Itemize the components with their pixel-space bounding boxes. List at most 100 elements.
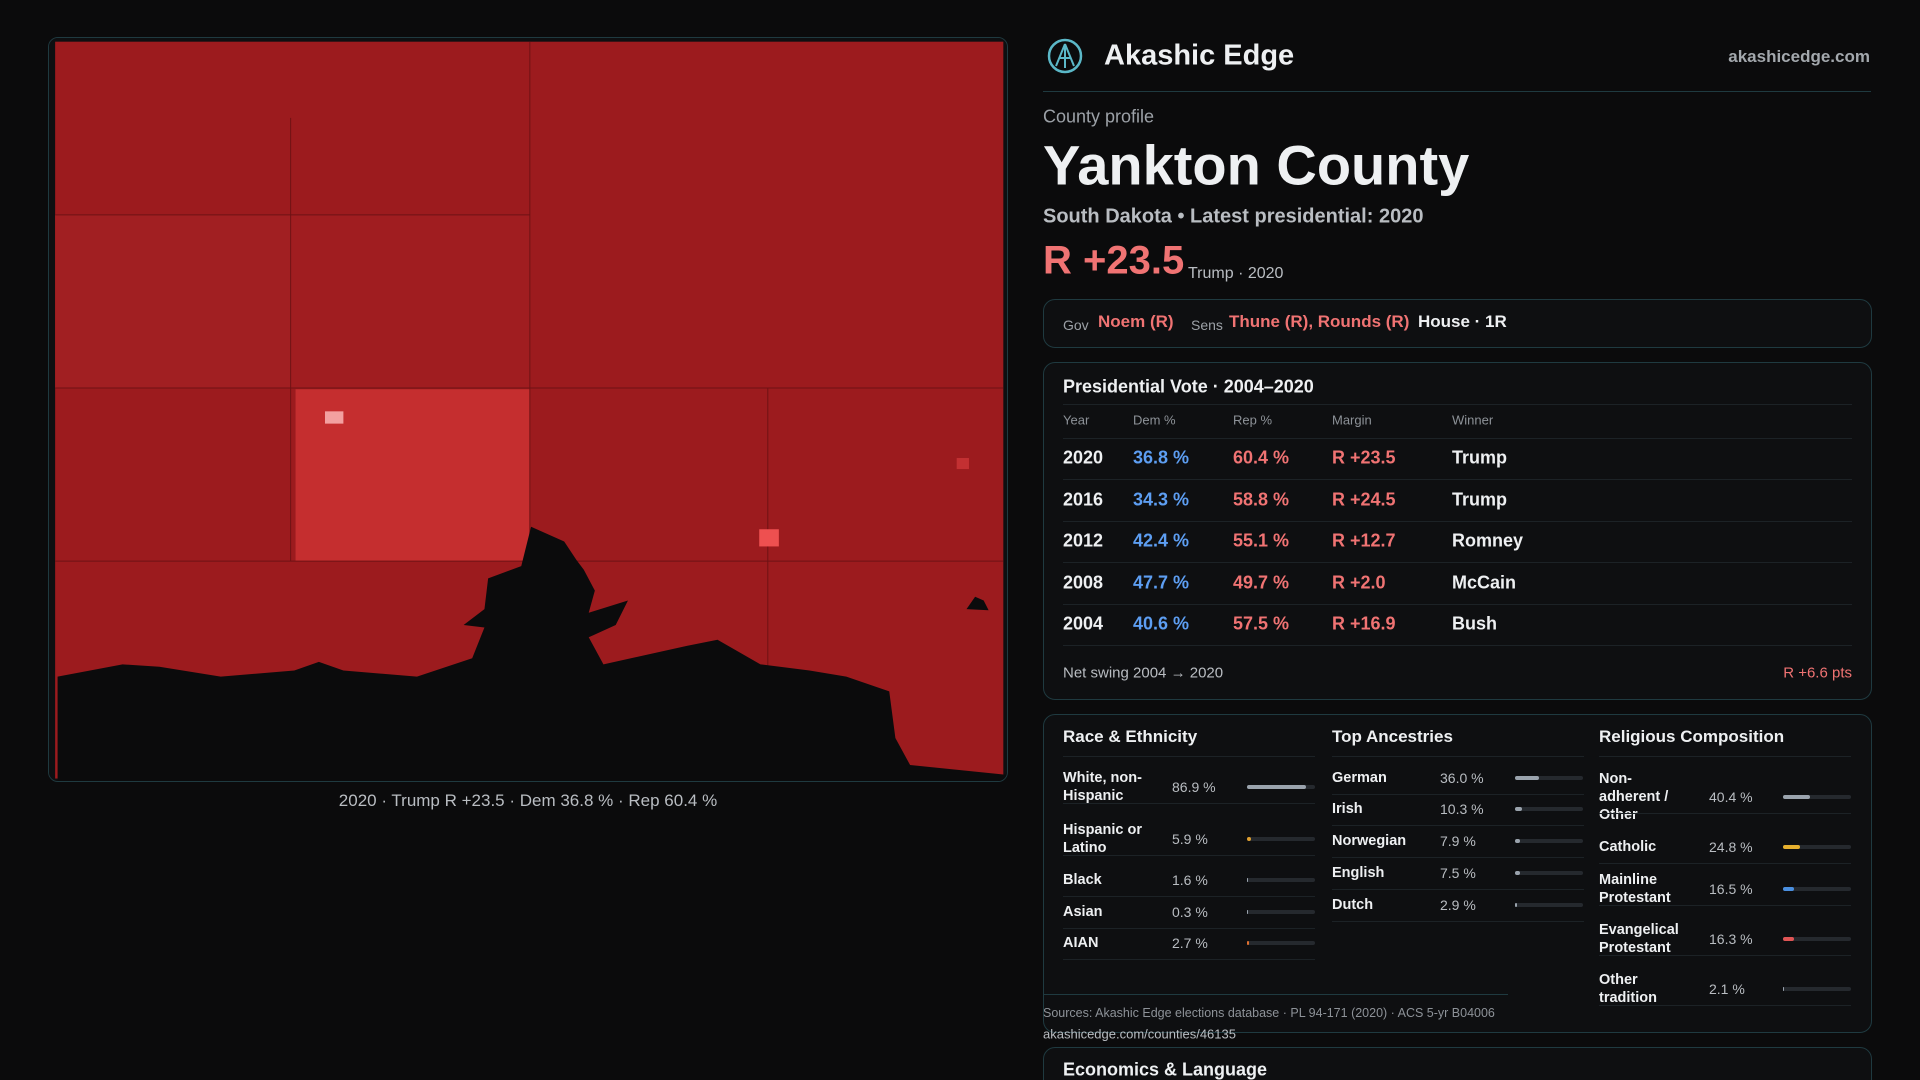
bar-track: [1515, 776, 1583, 780]
row-divider: [1063, 928, 1315, 929]
swing: R +6.6 pts: [1783, 664, 1852, 682]
gov-label: Gov: [1063, 317, 1089, 333]
row-divider: [1063, 604, 1852, 605]
bar: [1783, 887, 1795, 891]
row-divider: [1599, 813, 1851, 814]
bar-track: [1783, 845, 1851, 849]
table-cell: 2016: [1063, 489, 1104, 510]
row-divider: [1599, 955, 1851, 956]
bar-track: [1783, 795, 1851, 799]
margin: R +23.5: [1043, 238, 1185, 283]
section-title: Presidential Vote · 2004–2020: [1063, 376, 1314, 397]
row-divider: [1599, 1005, 1851, 1006]
item-value: 2.7 %: [1172, 935, 1208, 951]
map-caption: 2020 · Trump R +23.5 · Dem 36.8 % · Rep …: [338, 791, 718, 810]
row-divider: [1063, 855, 1315, 856]
row-divider: [1599, 863, 1851, 864]
bar: [1515, 871, 1521, 875]
source-url[interactable]: akashicedge.com/counties/46135: [1043, 1026, 1236, 1042]
table-cell: 36.8 %: [1133, 447, 1190, 468]
row-divider: [1332, 889, 1584, 890]
row-divider: [1063, 803, 1315, 804]
table-cell: 2012: [1063, 530, 1104, 551]
item-label: Non-adherent / Other: [1599, 771, 1669, 823]
row-divider: [1063, 645, 1852, 646]
item-label: Catholic: [1599, 839, 1657, 855]
bar-track: [1247, 941, 1315, 945]
table-cell: 2004: [1063, 613, 1104, 634]
item-value: 5.9 %: [1172, 831, 1208, 847]
column-header: Rep %: [1233, 412, 1273, 428]
brand: Akashic Edge: [1104, 39, 1295, 72]
item-value: 24.8 %: [1709, 839, 1753, 855]
sources: Sources: Akashic Edge elections database…: [1043, 1006, 1495, 1020]
item-label: Hispanic or Latino: [1063, 822, 1142, 856]
table-cell: 60.4 %: [1233, 447, 1290, 468]
table-cell: Trump: [1452, 489, 1508, 510]
table-cell: R +16.9: [1332, 613, 1396, 634]
bar-track: [1783, 987, 1851, 991]
item-label: Evangelical Protestant: [1599, 922, 1679, 956]
item-value: 7.9 %: [1440, 833, 1476, 849]
divider: [1043, 91, 1871, 92]
logo: [1047, 38, 1083, 74]
item-value: 16.5 %: [1709, 881, 1753, 897]
bar: [1783, 987, 1785, 991]
precinct: [956, 458, 969, 470]
bar: [1783, 937, 1795, 941]
bar-track: [1783, 887, 1851, 891]
table-cell: 58.8 %: [1233, 489, 1290, 510]
bar: [1515, 807, 1522, 811]
column-header: Year: [1063, 412, 1090, 428]
row-divider: [1332, 921, 1584, 922]
section-title: Religious Composition: [1599, 727, 1785, 746]
site-link[interactable]: akashicedge.com: [1728, 47, 1870, 66]
bar-track: [1515, 903, 1583, 907]
subtitle: South Dakota • Latest presidential: 2020: [1043, 205, 1424, 228]
bar-track: [1247, 837, 1315, 841]
item-value: 10.3 %: [1440, 801, 1484, 817]
item-label: Norwegian: [1332, 833, 1407, 849]
item-value: 0.3 %: [1172, 904, 1208, 920]
house: House · 1R: [1418, 312, 1507, 331]
table-cell: 49.7 %: [1233, 572, 1290, 593]
row-divider: [1063, 896, 1315, 897]
bar-track: [1247, 910, 1315, 914]
item-label: Mainline Protestant: [1599, 872, 1671, 906]
terrain-silhouette: [966, 596, 989, 611]
row-divider: [1063, 438, 1852, 439]
row-divider: [1332, 794, 1584, 795]
section-title: Race & Ethnicity: [1063, 727, 1198, 746]
bar: [1515, 903, 1517, 907]
row-divider: [1063, 756, 1315, 757]
precinct-borders: [55, 41, 1004, 677]
precinct: [290, 214, 530, 389]
item-value: 7.5 %: [1440, 865, 1476, 881]
table-cell: 2020: [1063, 447, 1104, 468]
senators: Thune (R), Rounds (R): [1229, 312, 1410, 331]
county-map: [49, 38, 1007, 781]
item-value: 2.1 %: [1709, 981, 1745, 997]
county-title: Yankton County: [1043, 133, 1470, 197]
section-title: Economics & Language: [1063, 1059, 1268, 1080]
row-divider: [1332, 825, 1584, 826]
divider: [1043, 994, 1508, 995]
item-label: Irish: [1332, 801, 1363, 817]
item-label: German: [1332, 770, 1387, 786]
officials-box: [1043, 299, 1872, 348]
precinct: [55, 214, 291, 389]
section-title: Top Ancestries: [1332, 727, 1453, 746]
precinct: [759, 529, 779, 547]
precinct: [324, 411, 344, 424]
table-cell: Romney: [1452, 530, 1524, 551]
bar: [1247, 941, 1249, 945]
table-cell: Trump: [1452, 447, 1508, 468]
row-divider: [1063, 479, 1852, 480]
presidential-box: [1043, 362, 1872, 700]
row-divider: [1063, 404, 1852, 405]
bar: [1783, 845, 1800, 849]
margin-note: Trump · 2020: [1188, 265, 1284, 282]
map-panel: [48, 37, 1008, 782]
table-cell: R +23.5: [1332, 447, 1396, 468]
table-cell: 57.5 %: [1233, 613, 1290, 634]
